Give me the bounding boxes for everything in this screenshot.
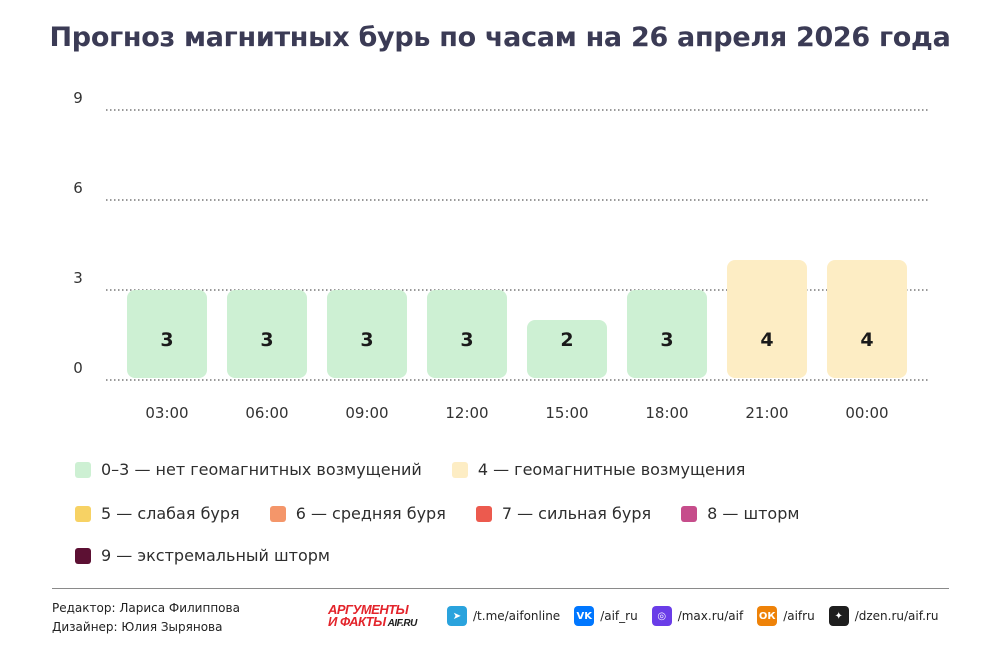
legend-label: 4 — геомагнитные возмущения xyxy=(477,460,746,479)
x-tick-label: 21:00 xyxy=(745,404,788,422)
social-link[interactable]: ◎ /max.ru/aif xyxy=(651,606,744,626)
social-link[interactable]: ➤ /t.me/aifonline xyxy=(447,606,560,626)
bar-value-label: 3 xyxy=(260,329,273,351)
legend-label: 9 — экстремальный шторм xyxy=(101,546,330,565)
legend-swatch xyxy=(75,505,91,522)
bar[interactable] xyxy=(227,290,307,378)
legend-label: 8 — шторм xyxy=(707,504,800,523)
legend-item: 7 — сильная буря xyxy=(475,504,652,523)
social-link-label: /t.me/aifonline xyxy=(473,609,561,623)
max-icon: ◎ xyxy=(651,606,672,626)
legend-swatch xyxy=(475,505,492,522)
bar[interactable] xyxy=(427,290,507,378)
telegram-icon: ➤ xyxy=(447,606,467,626)
legend-label: 0–3 — нет геомагнитных возмущений xyxy=(101,460,422,479)
x-tick-label: 06:00 xyxy=(245,404,288,422)
social-link-label: /aifru xyxy=(783,609,815,623)
legend-label: 5 — слабая буря xyxy=(101,504,240,523)
legend-swatch xyxy=(75,461,91,478)
legend-item: 8 — шторм xyxy=(681,504,799,523)
social-link-label: /aif_ru xyxy=(600,609,638,623)
legend-item: 0–3 — нет геомагнитных возмущений xyxy=(75,460,422,479)
aif-logo[interactable]: АРГУМЕНТЫ И ФАКТЫ AIF.RU xyxy=(328,602,436,632)
bar-value-label: 2 xyxy=(560,329,573,351)
logo-line-2: И ФАКТЫ xyxy=(328,614,386,629)
bar[interactable] xyxy=(727,260,807,378)
chart: 3 3 3 3 2 3 4 4 0 3 6 9 03:00 06:00 09:00 12:00 15:00 1… xyxy=(73,89,928,422)
legend-row: 5 — слабая буря 6 — средняя буря 7 — сильн… xyxy=(75,504,829,523)
x-tick-label: 00:00 xyxy=(845,404,888,422)
y-tick-label: 0 xyxy=(73,359,83,377)
legend-swatch xyxy=(681,505,698,522)
credits: Редактор: Лариса Филиппова Дизайнер: Юли… xyxy=(52,599,240,637)
legend-label: 7 — сильная буря xyxy=(501,504,652,523)
legend-row: 9 — экстремальный шторм xyxy=(75,546,360,565)
bar-value-label: 3 xyxy=(660,329,673,351)
bar-value-label: 3 xyxy=(160,329,173,351)
legend-swatch xyxy=(75,547,91,564)
legend-item: 9 — экстремальный шторм xyxy=(75,546,330,565)
bar[interactable] xyxy=(527,320,607,378)
logo-line-1: АРГУМЕНТЫ xyxy=(328,602,409,617)
x-tick-label: 15:00 xyxy=(545,404,588,422)
bar-value-label: 4 xyxy=(860,329,873,351)
dzen-icon: ✦ xyxy=(828,606,849,626)
footer-divider xyxy=(52,588,949,589)
vk-icon: VK xyxy=(574,606,595,626)
bar-value-label: 3 xyxy=(460,329,473,351)
bar-value-label: 3 xyxy=(360,329,373,351)
social-link[interactable]: VK/aif_ru xyxy=(574,606,638,626)
x-tick-label: 12:00 xyxy=(445,404,488,422)
social-link-label: /max.ru/aif xyxy=(677,609,744,623)
logo-domain: AIF.RU xyxy=(387,618,418,629)
chart-title: Прогноз магнитных бурь по часам на 26 ап… xyxy=(49,22,951,53)
x-tick-label: 09:00 xyxy=(345,404,388,422)
bar[interactable] xyxy=(627,290,707,378)
legend-swatch xyxy=(269,505,286,522)
y-tick-label: 3 xyxy=(73,269,83,287)
designer-credit: Дизайнер: Юлия Зырянова xyxy=(52,620,223,634)
x-tick-label: 03:00 xyxy=(145,404,188,422)
social-link[interactable]: ОК/aifru xyxy=(757,606,815,626)
bar[interactable] xyxy=(327,290,407,378)
legend-item: 6 — средняя буря xyxy=(269,504,446,523)
bar[interactable] xyxy=(127,290,207,378)
y-tick-label: 6 xyxy=(73,179,83,197)
social-link-label: /dzen.ru/aif.ru xyxy=(854,609,939,623)
legend-item: 5 — слабая буря xyxy=(75,504,240,523)
odnoklassniki-icon: ОК xyxy=(757,606,778,626)
bar[interactable] xyxy=(827,260,907,378)
social-links: ➤/t.me/aifonline VK/aif_ru ◎/max.ru/aif ОК /… xyxy=(447,606,952,626)
x-tick-label: 18:00 xyxy=(645,404,688,422)
social-link[interactable]: ✦ /dzen.ru/aif.ru xyxy=(828,606,939,626)
y-tick-label: 9 xyxy=(73,89,83,107)
legend-swatch xyxy=(451,461,468,478)
legend-row: 0–3 — нет геомагнитных возмущений 4 — гео… xyxy=(75,460,775,479)
bar-value-label: 4 xyxy=(760,329,773,351)
legend-label: 6 — средняя буря xyxy=(295,504,446,523)
editor-credit: Редактор: Лариса Филиппова xyxy=(52,601,240,615)
legend-item: 4 — геомагнитные возмущения xyxy=(451,460,746,479)
